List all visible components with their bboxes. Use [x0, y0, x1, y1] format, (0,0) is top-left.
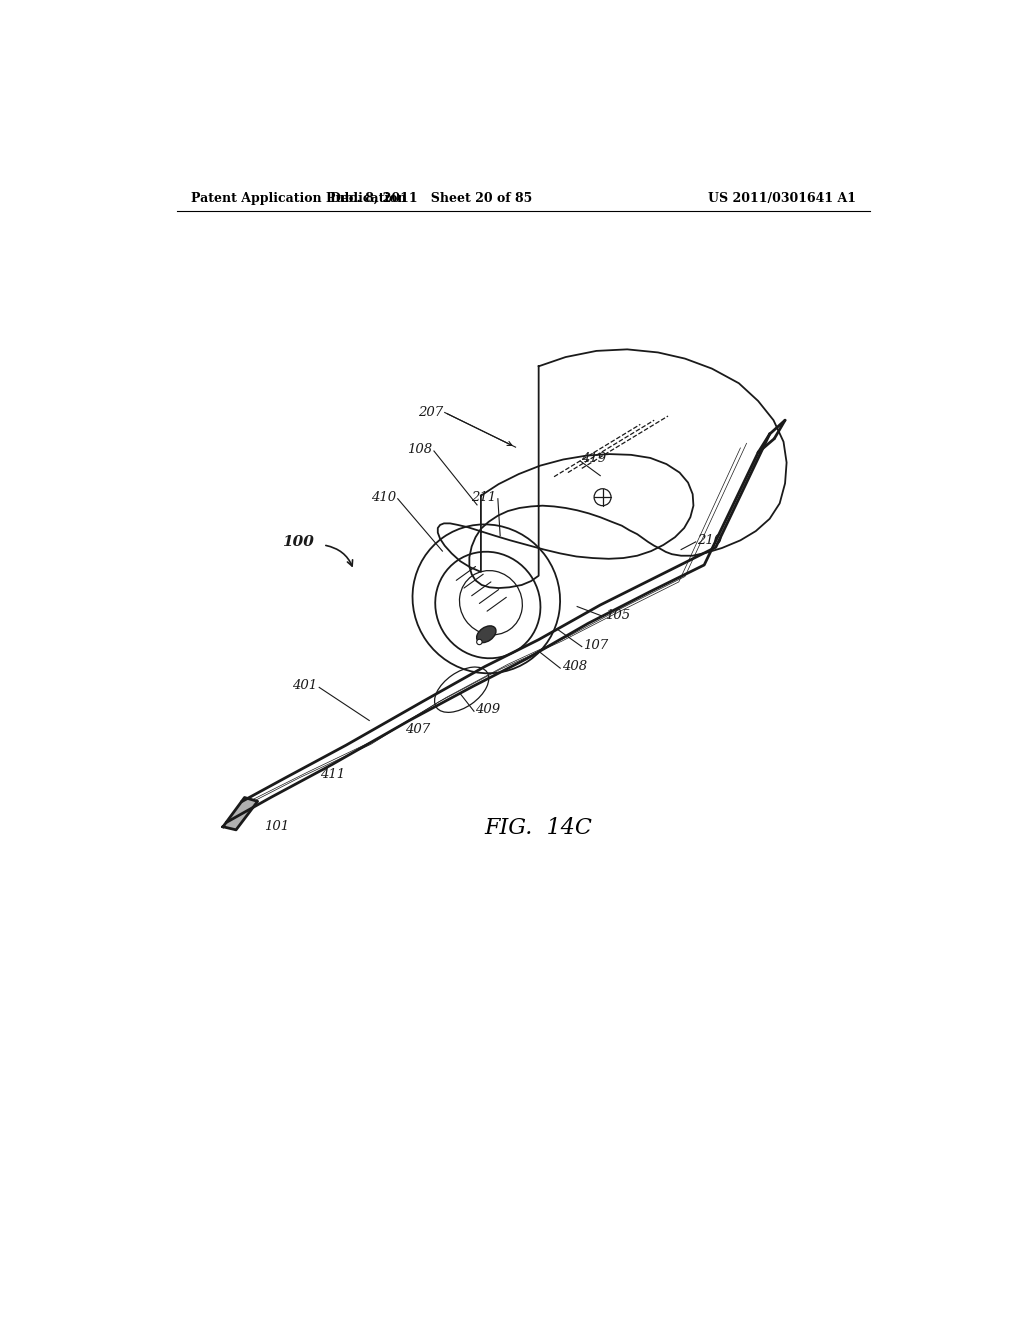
Circle shape	[477, 639, 482, 644]
Text: 211: 211	[471, 491, 497, 504]
Text: 410: 410	[371, 491, 396, 504]
Text: 210: 210	[697, 533, 722, 546]
Text: 107: 107	[584, 639, 608, 652]
Text: 100: 100	[282, 535, 313, 549]
Text: 409: 409	[475, 704, 501, 717]
Text: 407: 407	[406, 723, 430, 737]
Text: 105: 105	[605, 609, 630, 622]
Ellipse shape	[476, 626, 496, 643]
Text: Dec. 8, 2011   Sheet 20 of 85: Dec. 8, 2011 Sheet 20 of 85	[330, 191, 532, 205]
Text: US 2011/0301641 A1: US 2011/0301641 A1	[708, 191, 856, 205]
Text: 419: 419	[581, 453, 606, 465]
Polygon shape	[223, 797, 258, 830]
Text: 108: 108	[408, 444, 432, 455]
Text: Patent Application Publication: Patent Application Publication	[190, 191, 407, 205]
Text: 411: 411	[321, 768, 346, 781]
Text: 101: 101	[264, 820, 290, 833]
Text: 207: 207	[418, 407, 443, 418]
Text: 401: 401	[293, 680, 317, 693]
Text: FIG.  14C: FIG. 14C	[484, 817, 593, 840]
Text: 408: 408	[562, 660, 587, 673]
